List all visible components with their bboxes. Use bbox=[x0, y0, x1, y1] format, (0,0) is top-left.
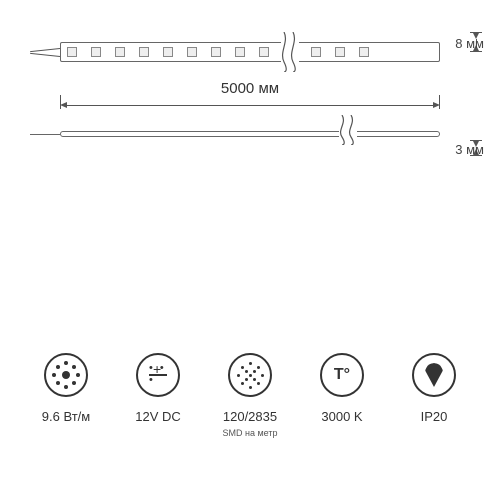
led-chip bbox=[259, 47, 269, 57]
spec-power: 9.6 Вт/м bbox=[26, 353, 106, 440]
density-icon bbox=[228, 353, 272, 397]
spec-voltage: +• • • 12V DC bbox=[118, 353, 198, 440]
led-chip bbox=[115, 47, 125, 57]
dim-length-label: 5000 мм bbox=[60, 80, 440, 97]
dim-thickness-label: 3 мм bbox=[455, 142, 484, 157]
dim-thickness: 3 мм bbox=[470, 140, 482, 170]
dim-length: 5000 мм bbox=[60, 102, 440, 108]
strip-body bbox=[60, 42, 440, 62]
led-chip bbox=[67, 47, 77, 57]
led-chip bbox=[163, 47, 173, 57]
led-chip bbox=[91, 47, 101, 57]
spec-ip-value: IP20 bbox=[421, 409, 448, 425]
lead-wires bbox=[30, 42, 60, 62]
spec-density-value: 120/2835 SMD на метр bbox=[223, 409, 278, 440]
specs-row: 9.6 Вт/м +• • • 12V DC 120/2835 SMD на м… bbox=[0, 353, 500, 440]
diagram-area: 8 мм 5000 мм 3 мм bbox=[0, 0, 500, 280]
led-chip bbox=[359, 47, 369, 57]
led-chip bbox=[311, 47, 321, 57]
spec-cct-value: 3000 K bbox=[321, 409, 362, 425]
dim-width-label: 8 мм bbox=[455, 36, 484, 51]
ip-icon bbox=[412, 353, 456, 397]
led-strip-profile bbox=[30, 124, 440, 144]
break-mark bbox=[339, 120, 357, 150]
spec-power-value: 9.6 Вт/м bbox=[42, 409, 90, 425]
led-chip bbox=[187, 47, 197, 57]
led-chip bbox=[139, 47, 149, 57]
cct-icon: T° bbox=[320, 353, 364, 397]
lead-wire-profile bbox=[30, 134, 60, 135]
break-mark bbox=[281, 37, 299, 67]
led-strip-top bbox=[30, 40, 440, 64]
voltage-icon: +• • • bbox=[136, 353, 180, 397]
led-chip bbox=[211, 47, 221, 57]
spec-density: 120/2835 SMD на метр bbox=[210, 353, 290, 440]
spec-ip: IP20 bbox=[394, 353, 474, 440]
led-chip bbox=[335, 47, 345, 57]
power-icon bbox=[44, 353, 88, 397]
dim-width: 8 мм bbox=[470, 32, 482, 68]
led-chip bbox=[235, 47, 245, 57]
spec-cct: T° 3000 K bbox=[302, 353, 382, 440]
spec-voltage-value: 12V DC bbox=[135, 409, 181, 425]
strip-profile-body bbox=[60, 131, 440, 137]
